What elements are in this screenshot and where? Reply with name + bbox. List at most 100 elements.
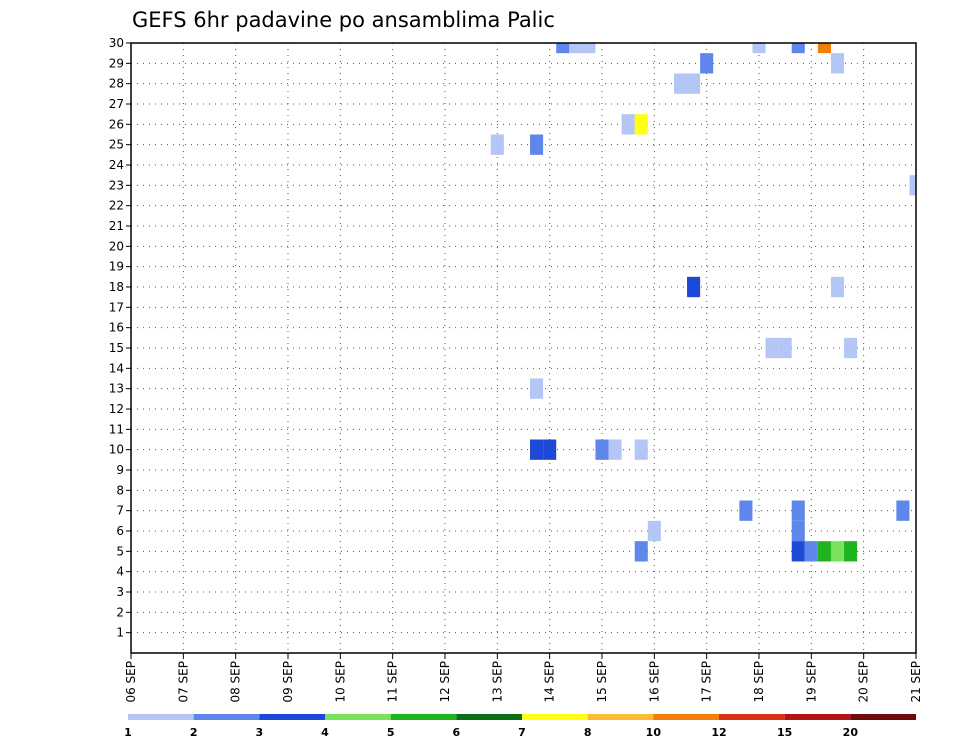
colorbar-segment [259, 714, 325, 720]
y-tick-label: 9 [116, 463, 124, 477]
y-tick-label: 4 [116, 565, 124, 579]
y-tick-label: 7 [116, 504, 124, 518]
data-cell [830, 276, 845, 298]
colorbar-segment [587, 714, 654, 720]
y-tick-label: 14 [109, 361, 124, 375]
y-tick-label: 23 [109, 178, 124, 192]
data-cell [778, 337, 792, 359]
data-cell [791, 500, 805, 521]
colorbar-label: 3 [256, 726, 264, 739]
y-tick-label: 1 [116, 626, 124, 640]
data-cell [634, 541, 648, 562]
data-cell [830, 541, 845, 562]
colorbar-segment [325, 714, 391, 720]
y-tick-label: 28 [109, 77, 124, 91]
chart-title: GEFS 6hr padavine po ansamblima Palic [132, 8, 555, 32]
data-cell [621, 114, 635, 135]
y-tick-label: 27 [109, 97, 124, 111]
x-tick-label: 16 SEP [647, 661, 661, 703]
y-tick-label: 29 [109, 56, 124, 70]
data-cell [791, 43, 805, 54]
colorbar-segment [784, 714, 851, 720]
data-cell [700, 53, 714, 74]
data-cell [817, 43, 831, 54]
data-cells [490, 43, 916, 562]
x-tick-label: 12 SEP [438, 661, 452, 703]
data-cell [765, 337, 779, 359]
data-cell [634, 439, 648, 460]
data-cell [556, 43, 570, 54]
colorbar-segment [653, 714, 719, 720]
data-cell [687, 276, 701, 298]
data-cell [752, 43, 766, 54]
data-cell [595, 439, 609, 460]
data-cell [647, 520, 661, 542]
data-cell [844, 337, 858, 359]
y-axis: 1234567891011121314151617181920212223242… [109, 36, 131, 640]
data-cell [569, 43, 583, 54]
y-tick-label: 13 [109, 382, 124, 396]
colorbar-segment [850, 714, 916, 720]
x-tick-label: 10 SEP [333, 661, 347, 703]
x-tick-label: 21 SEP [909, 661, 923, 703]
data-cell [530, 378, 544, 399]
data-cell [687, 73, 701, 94]
x-tick-label: 18 SEP [752, 661, 766, 703]
y-tick-label: 25 [109, 138, 124, 152]
data-cell [791, 520, 805, 542]
y-tick-label: 2 [116, 605, 124, 619]
y-tick-label: 26 [109, 117, 124, 131]
data-cell [634, 114, 648, 135]
colorbar-label: 6 [453, 726, 461, 739]
x-tick-label: 19 SEP [804, 661, 818, 703]
data-cell [791, 541, 805, 562]
y-tick-label: 10 [109, 443, 124, 457]
y-tick-label: 15 [109, 341, 124, 355]
y-tick-label: 20 [109, 239, 124, 253]
y-tick-label: 3 [116, 585, 124, 599]
data-cell [490, 134, 504, 155]
data-cell [739, 500, 753, 521]
colorbar-segment [128, 714, 194, 720]
colorbar-segment [522, 714, 588, 720]
colorbar-label: 10 [646, 726, 662, 739]
y-tick-label: 11 [109, 422, 124, 436]
y-tick-label: 16 [109, 321, 124, 335]
y-tick-label: 6 [116, 524, 124, 538]
x-tick-label: 11 SEP [386, 661, 400, 703]
colorbar-label: 15 [777, 726, 792, 739]
colorbar-label: 7 [518, 726, 526, 739]
y-tick-label: 22 [109, 199, 124, 213]
colorbar: 1 2 3 4 5 6 7 8 10 12 15 20 [124, 714, 916, 739]
data-cell [844, 541, 858, 562]
x-tick-label: 17 SEP [700, 661, 714, 703]
data-cell [909, 175, 916, 196]
y-tick-label: 12 [109, 402, 124, 416]
colorbar-label: 1 [124, 726, 132, 739]
y-tick-label: 19 [109, 260, 124, 274]
data-cell [582, 43, 596, 54]
colorbar-label: 2 [190, 726, 198, 739]
colorbar-label: 5 [387, 726, 395, 739]
x-axis: 06 SEP 07 SEP 08 SEP 09 SEP 10 SEP 11 SEP 12 S… [124, 653, 923, 703]
y-tick-label: 21 [109, 219, 124, 233]
data-cell [530, 439, 544, 460]
x-tick-label: 08 SEP [229, 661, 243, 703]
x-tick-label: 06 SEP [124, 661, 138, 703]
data-cell [830, 53, 845, 74]
x-tick-label: 14 SEP [543, 661, 557, 703]
colorbar-segment [456, 714, 522, 720]
colorbar-segment [719, 714, 785, 720]
data-cell [817, 541, 831, 562]
data-cell [804, 541, 818, 562]
colorbar-label: 8 [584, 726, 592, 739]
colorbar-segment [390, 714, 457, 720]
x-tick-label: 13 SEP [490, 661, 504, 703]
y-tick-label: 5 [116, 544, 124, 558]
x-tick-label: 07 SEP [176, 661, 190, 703]
data-cell [530, 134, 544, 155]
data-cell [608, 439, 622, 460]
y-tick-label: 17 [109, 300, 124, 314]
data-cell [673, 73, 688, 94]
